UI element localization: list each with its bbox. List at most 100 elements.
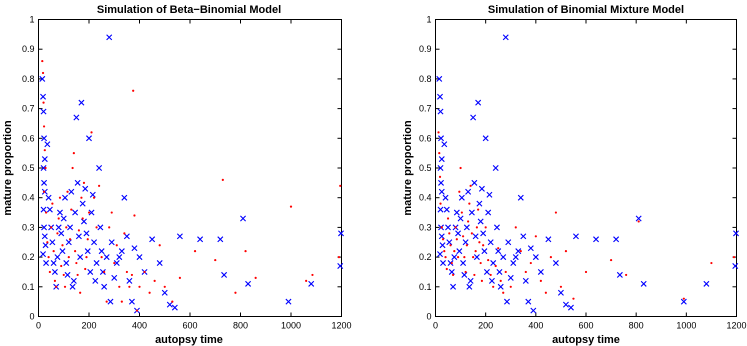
x-marker-point [502,34,509,41]
x-marker-point [562,301,569,308]
x-axis-ticks: 0 200 400 600 800 1000 1200 [433,19,747,331]
x-marker-point [453,209,460,216]
dot-marker-point [76,273,79,277]
x-marker-point [527,245,534,252]
x-marker-point [732,263,739,269]
chart-title: Simulation of Beta−Binomial Model [97,4,281,16]
x-marker-point [101,283,108,290]
dot-marker-point [489,273,492,277]
dot-marker-point [214,258,217,262]
dot-marker-point [84,267,87,271]
x-marker-point [217,236,224,243]
x-marker-point [40,108,47,115]
x-marker-point [41,224,48,231]
y-tick-label: 0.6 [419,133,432,143]
x-marker-point [91,239,98,246]
x-marker-point [78,99,85,106]
dot-marker-point [72,152,75,155]
x-marker-point [473,254,480,261]
dot-marker-point [458,190,461,193]
x-marker-point [59,248,66,255]
binomial-mixture-plot: Simulation of Binomial Mixture Model 0 0.… [402,4,747,346]
x-marker-point [515,248,522,255]
dot-marker-point [67,256,70,259]
dot-marker-point [163,285,166,288]
dot-marker-point [444,256,447,259]
dot-marker-point [441,238,445,241]
x-tick-label: 800 [233,321,248,331]
dot-marker-point [148,291,151,294]
x-marker-point [338,230,344,237]
x-marker-point [70,277,77,284]
x-marker-point [308,280,315,287]
x-marker-point [108,239,115,246]
x-marker-point [62,194,69,201]
dot-marker-point [85,256,88,259]
x-marker-point [438,156,445,163]
dot-marker-point [62,273,65,277]
x-tick-label: 200 [81,321,96,331]
dot-marker-point [74,250,77,253]
x-marker-point [69,283,76,290]
dot-marker-point [710,261,713,265]
dot-marker-point [474,250,477,253]
dot-marker-point [82,181,86,184]
dot-marker-point [65,226,68,229]
data-points [436,34,739,314]
x-marker-point [447,260,454,267]
x-marker-point [176,233,183,240]
x-marker-point [680,298,687,305]
x-marker-point [51,268,58,275]
plot-area [38,19,342,317]
x-marker-point [136,254,143,261]
y-tick-label: 0 [29,312,34,322]
x-axis-ticks: 0 200 400 600 800 1000 1200 [36,19,352,331]
dot-marker-point [514,226,517,229]
dot-marker-point [132,89,135,92]
dot-marker-point [461,235,465,238]
x-marker-point [75,233,82,240]
dot-marker-point [445,267,448,271]
x-marker-point [463,224,470,231]
x-marker-point [567,304,574,311]
x-marker-point [478,185,485,192]
dot-marker-point [479,261,482,265]
dot-marker-point [339,184,342,187]
dot-marker-point [68,238,72,241]
dot-marker-point [439,202,442,205]
dot-marker-point [98,184,101,187]
dot-marker-point [158,244,161,247]
x-marker-point [500,254,507,261]
x-marker-point [96,165,103,171]
x-marker-point [446,239,453,246]
x-marker-point [445,224,452,231]
dot-marker-point [487,258,490,262]
dot-marker-point [50,226,53,229]
x-marker-point [166,301,173,308]
x-marker-point [40,93,47,100]
x-marker-point [103,254,110,261]
dot-marker-point [105,300,108,303]
dot-marker-point [128,285,131,288]
x-marker-point [467,277,474,284]
y-tick-label: 0.2 [22,252,35,262]
y-tick-label: 0 [426,312,431,322]
x-marker-point [118,248,125,255]
dot-marker-point [77,229,80,232]
x-marker-point [149,236,156,243]
x-marker-point [106,34,113,41]
dot-marker-point [138,285,141,288]
x-marker-point [497,283,504,290]
dot-marker-point [221,178,224,181]
dot-marker-point [524,270,527,274]
y-tick-label: 0.4 [22,193,35,203]
dot-marker-point [502,291,505,294]
dot-marker-point [43,149,46,152]
x-marker-point [68,188,75,195]
dot-marker-point [443,250,446,253]
dot-marker-point [120,300,123,303]
x-marker-point [86,135,92,142]
dot-marker-point [178,276,181,279]
x-marker-point [437,206,444,213]
x-marker-point [88,209,95,216]
